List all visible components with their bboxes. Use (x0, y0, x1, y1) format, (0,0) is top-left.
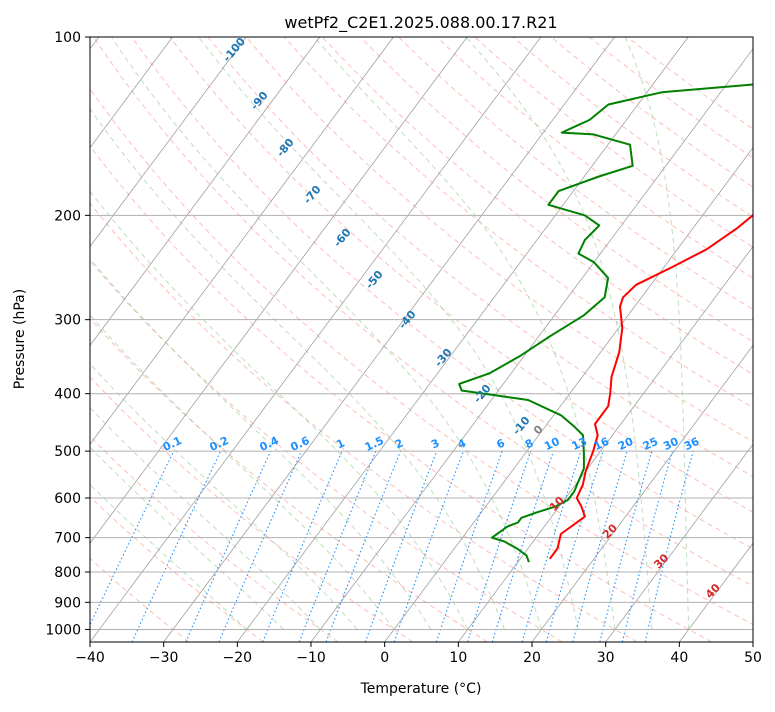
y-tick-label: 400 (54, 387, 81, 403)
x-tick-label: −30 (149, 650, 179, 666)
x-tick-label: 20 (523, 650, 541, 666)
x-tick-label: −20 (223, 650, 253, 666)
y-tick-label: 800 (54, 565, 81, 581)
x-axis-label: Temperature (°C) (360, 681, 482, 697)
x-tick-label: −10 (296, 650, 326, 666)
y-tick-label: 100 (54, 30, 81, 46)
y-tick-label: 200 (54, 208, 81, 224)
y-axis-label: Pressure (hPa) (12, 289, 28, 389)
y-tick-label: 500 (54, 444, 81, 460)
x-tick-label: −40 (75, 650, 105, 666)
y-tick-label: 300 (54, 313, 81, 329)
x-tick-label: 10 (449, 650, 467, 666)
chart-title: wetPf2_C2E1.2025.088.00.17.R21 (284, 13, 557, 33)
y-tick-label: 900 (54, 595, 81, 611)
x-tick-label: 30 (597, 650, 615, 666)
x-tick-label: 40 (670, 650, 688, 666)
y-tick-label: 1000 (45, 622, 81, 638)
y-tick-label: 700 (54, 531, 81, 547)
y-tick-label: 600 (54, 491, 81, 507)
x-tick-label: 50 (744, 650, 762, 666)
x-tick-label: 0 (380, 650, 389, 666)
